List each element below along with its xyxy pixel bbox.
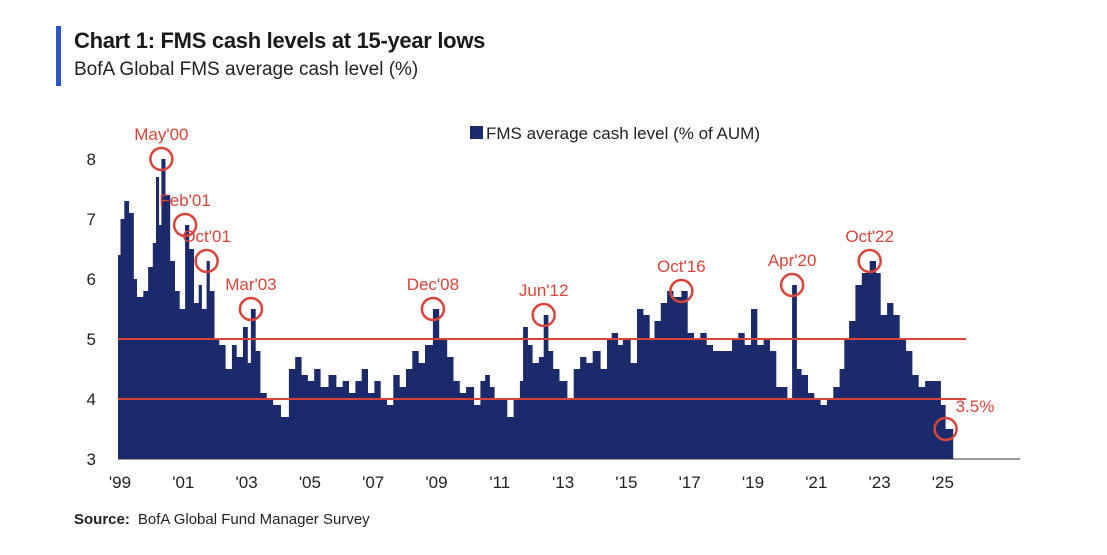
annotation-label: Dec'08 [407,275,459,294]
y-tick-label: 6 [87,270,96,289]
legend-swatch [470,126,483,139]
annotation-circle [420,296,446,322]
x-tick-label: '09 [425,473,447,492]
x-tick-label: '11 [489,473,510,492]
annotation-label: Feb'01 [159,191,210,210]
annotations: May'00 Feb'01 Oct'01 Mar'03 Dec'08 Jun'12 Oct'… [134,125,995,442]
legend-label: FMS average cash level (% of AUM) [486,124,760,143]
annotation-circle [531,302,556,328]
annotation-label: Mar'03 [225,275,276,294]
annotation-label: 3.5% [956,397,995,416]
annotation-circle [149,146,174,172]
reference-lines [118,338,966,400]
annotation-label: Apr'20 [768,251,817,270]
y-tick-label: 4 [87,390,96,409]
chart-title: Chart 1: FMS cash levels at 15-year lows [74,28,486,53]
y-axis: 3 4 5 6 7 8 [87,150,96,469]
source-note: Source: BofA Global Fund Manager Survey [74,511,370,528]
source-text: BofA Global Fund Manager Survey [137,511,370,528]
annotation-label: May'00 [134,125,188,144]
y-tick-label: 3 [87,450,96,469]
chart-subtitle: BofA Global FMS average cash level (%) [74,59,419,80]
x-tick-label: '15 [615,473,637,492]
annotation-label: Jun'12 [519,281,569,300]
annotation-circle [194,248,219,274]
x-tick-label: '19 [742,473,764,492]
annotation-label: Oct'22 [845,227,894,246]
legend: FMS average cash level (% of AUM) [470,124,760,143]
annotation-label: Oct'01 [182,227,231,246]
x-axis: '99 '01 '03 '05 '07 '09 '11 '13 '15 '17 '19 '21 '23 '… [109,473,954,492]
annotation-circle [779,272,805,298]
x-tick-label: '23 [869,473,891,492]
title-accent-bar [56,26,61,86]
x-tick-label: '01 [172,473,194,492]
annotation-circle [172,212,198,238]
y-tick-label: 5 [87,330,96,349]
x-tick-label: '25 [932,473,954,492]
x-tick-label: '21 [805,473,827,492]
annotation-circle [933,416,958,442]
annotation-circle [669,278,694,304]
x-tick-label: '99 [109,473,131,492]
y-tick-label: 8 [87,150,96,169]
y-tick-label: 7 [87,210,96,229]
x-tick-label: '17 [679,473,701,492]
x-tick-label: '13 [552,473,574,492]
x-tick-label: '03 [236,473,258,492]
annotation-circle [857,248,882,274]
annotation-label: Oct'16 [657,257,706,276]
series-area-cash-level [118,159,954,459]
annotation-circle [238,296,264,322]
x-tick-label: '05 [299,473,321,492]
x-tick-label: '07 [362,473,384,492]
source-label: Source: [74,511,130,528]
